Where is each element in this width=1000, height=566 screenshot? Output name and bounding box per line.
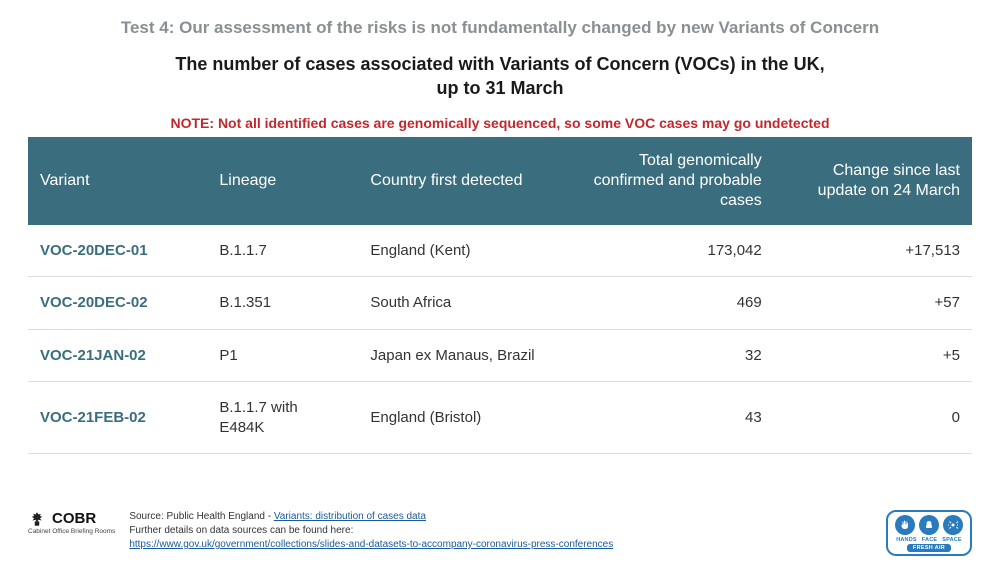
col-change: Change since last update on 24 March [774,137,972,225]
table-row: VOC-21JAN-02 P1 Japan ex Manaus, Brazil … [28,329,972,382]
badge-label-hands: HANDS [896,537,917,543]
col-variant: Variant [28,137,207,225]
hands-icon [895,515,915,535]
cell-variant: VOC-21JAN-02 [28,329,207,382]
badge-label-space: SPACE [942,537,962,543]
title-line-2: up to 31 March [436,78,563,98]
title-line-1: The number of cases associated with Vari… [175,54,824,74]
hands-face-space-badge: HANDS FACE SPACE FRESH AIR [886,510,972,556]
source-block: Source: Public Health England - Variants… [129,510,613,552]
crest-icon [28,511,46,527]
cell-change: +17,513 [774,225,972,277]
cell-country: England (Kent) [358,225,556,277]
cell-variant: VOC-20DEC-02 [28,277,207,330]
source-prefix: Source: Public Health England - [129,511,274,522]
cobr-text: COBR [52,510,96,527]
cell-total: 43 [557,382,774,454]
cell-total: 32 [557,329,774,382]
col-total: Total genomically confirmed and probable… [557,137,774,225]
face-icon [919,515,939,535]
space-icon [943,515,963,535]
footer-left: COBR Cabinet Office Briefing Rooms Sourc… [28,510,613,552]
cell-lineage: P1 [207,329,358,382]
source-link[interactable]: Variants: distribution of cases data [274,511,426,522]
voc-table: Variant Lineage Country first detected T… [28,137,972,455]
further-link[interactable]: https://www.gov.uk/government/collection… [129,539,613,550]
table-row: VOC-21FEB-02 B.1.1.7 with E484K England … [28,382,972,454]
badge-fresh-air: FRESH AIR [907,544,951,552]
cell-total: 173,042 [557,225,774,277]
cobr-subtext: Cabinet Office Briefing Rooms [28,528,115,535]
cell-change: +57 [774,277,972,330]
cell-country: England (Bristol) [358,382,556,454]
col-country: Country first detected [358,137,556,225]
page-title: The number of cases associated with Vari… [28,52,972,101]
footer: COBR Cabinet Office Briefing Rooms Sourc… [28,510,972,556]
cell-country: South Africa [358,277,556,330]
note-warning: NOTE: Not all identified cases are genom… [28,115,972,131]
cell-lineage: B.1.351 [207,277,358,330]
table-row: VOC-20DEC-02 B.1.351 South Africa 469 +5… [28,277,972,330]
test-heading: Test 4: Our assessment of the risks is n… [28,18,972,38]
badge-label-face: FACE [922,537,937,543]
cell-country: Japan ex Manaus, Brazil [358,329,556,382]
cell-variant: VOC-20DEC-01 [28,225,207,277]
cell-change: 0 [774,382,972,454]
cell-variant: VOC-21FEB-02 [28,382,207,454]
cell-lineage: B.1.1.7 [207,225,358,277]
cell-lineage: B.1.1.7 with E484K [207,382,358,454]
cobr-logo: COBR Cabinet Office Briefing Rooms [28,510,115,535]
table-row: VOC-20DEC-01 B.1.1.7 England (Kent) 173,… [28,225,972,277]
further-prefix: Further details on data sources can be f… [129,524,613,538]
cell-change: +5 [774,329,972,382]
cell-total: 469 [557,277,774,330]
col-lineage: Lineage [207,137,358,225]
table-header-row: Variant Lineage Country first detected T… [28,137,972,225]
